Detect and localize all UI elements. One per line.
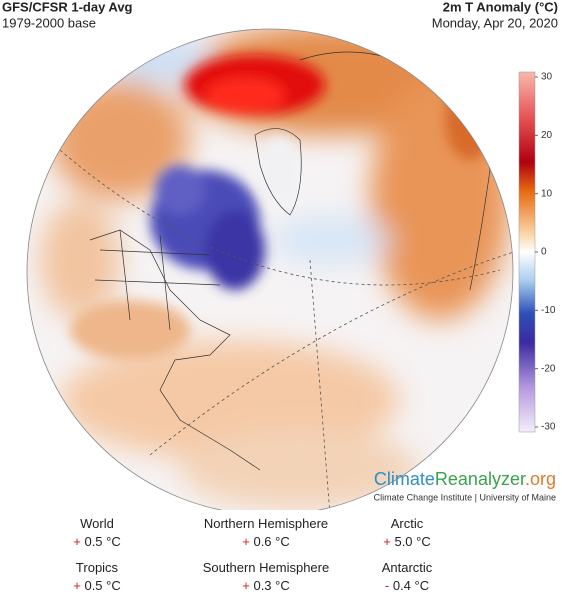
stat: Southern Hemisphere + 0.3 °C	[166, 560, 366, 593]
stat-label: Arctic	[390, 516, 424, 531]
colorbar-tick-label: -30	[541, 422, 556, 433]
colorbar-tick-label: -10	[541, 305, 556, 316]
stat-sign: -	[384, 578, 390, 593]
globe	[27, 29, 513, 510]
colorbar-tick-label: 20	[541, 130, 553, 141]
colorbar-tick-label: -20	[541, 363, 556, 374]
title: GFS/CFSR 1-day Avg	[2, 0, 133, 14]
stat-value: 0.4 °C	[392, 578, 430, 593]
stat: Northern Hemisphere + 0.6 °C	[166, 516, 366, 549]
stat-label: Southern Hemisphere	[202, 560, 330, 575]
stat-value: 0.5 °C	[84, 578, 121, 593]
colorbar	[518, 71, 536, 433]
colorbar-tick-label: 10	[541, 188, 553, 199]
credit: Climate Change Institute | University of…	[374, 492, 556, 502]
stat-value: 0.5 °C	[84, 534, 121, 549]
brand: ClimateReanalyzer.org	[374, 469, 556, 489]
stat-label: Tropics	[75, 560, 119, 575]
stat-sign: +	[73, 534, 81, 549]
date: Monday, Apr 20, 2020	[432, 15, 558, 30]
stat: Antarctic - 0.4 °C	[307, 560, 507, 593]
variable-title: 2m T Anomaly (°C)	[443, 0, 558, 14]
stat: World + 0.5 °C	[0, 516, 197, 549]
stat: Tropics + 0.5 °C	[0, 560, 197, 593]
colorbar-tick-label: 0	[541, 247, 547, 258]
stat-sign: +	[383, 534, 391, 549]
stat-label: World	[80, 516, 114, 531]
stat-label: Northern Hemisphere	[203, 516, 329, 531]
stat-sign: +	[73, 578, 81, 593]
brand-2: Reanalyzer	[435, 469, 526, 489]
stat-value: 5.0 °C	[394, 534, 431, 549]
stat-sign: +	[242, 534, 250, 549]
stat-sign: +	[242, 578, 250, 593]
stat: Arctic + 5.0 °C	[307, 516, 507, 549]
colorbar-tick-label: 30	[541, 72, 553, 83]
stat-label: Antarctic	[381, 560, 433, 575]
stat-value: 0.3 °C	[253, 578, 290, 593]
stat-value: 0.6 °C	[253, 534, 290, 549]
map: GFS/CFSR 1-day Avg 1979-2000 base 2m T A…	[2, 0, 558, 510]
subtitle: 1979-2000 base	[2, 15, 96, 30]
brand-1: Climate	[374, 469, 435, 489]
brand-3: .org	[525, 469, 556, 489]
